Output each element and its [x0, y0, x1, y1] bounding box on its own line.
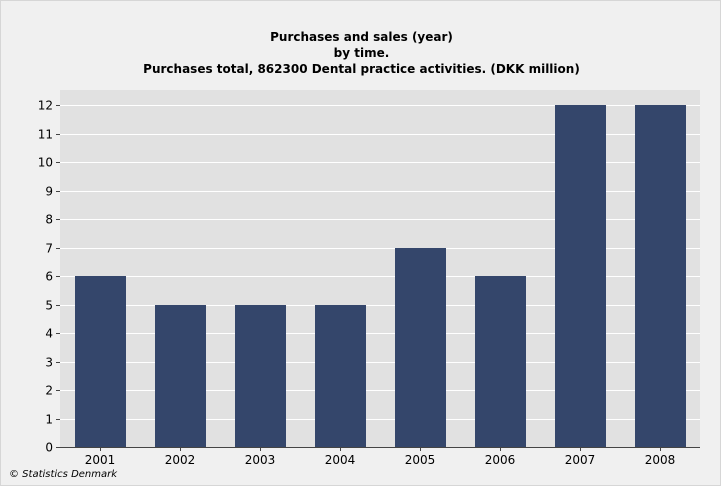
x-axis-ticks: 2001 2002 2003 2004 2005 2006 2007 2008 — [85, 447, 676, 467]
x-tick-label-2007: 2007 — [565, 453, 596, 467]
bar-2005 — [395, 248, 446, 448]
bar-2001 — [75, 276, 126, 447]
chart-title-line-1: Purchases and sales (year) — [270, 30, 453, 44]
x-tick-label-2001: 2001 — [85, 453, 116, 467]
x-tick-label-2006: 2006 — [485, 453, 516, 467]
x-tick-label-2008: 2008 — [645, 453, 676, 467]
y-tick-label: 8 — [45, 213, 53, 227]
bar-2003 — [235, 305, 286, 448]
y-tick-label: 11 — [38, 128, 53, 142]
bars — [75, 105, 686, 448]
y-tick-label: 2 — [45, 384, 53, 398]
y-tick-label: 10 — [38, 156, 53, 170]
y-tick-label: 5 — [45, 299, 53, 313]
x-tick-label-2002: 2002 — [165, 453, 196, 467]
chart-title-line-2: by time. — [333, 46, 390, 60]
bar-2006 — [475, 276, 526, 447]
y-tick-label: 12 — [38, 99, 53, 113]
y-tick-label: 6 — [45, 270, 53, 284]
bar-2004 — [315, 305, 366, 448]
source-credit: © Statistics Denmark — [9, 469, 118, 480]
bar-2002 — [155, 305, 206, 448]
x-tick-label-2004: 2004 — [325, 453, 356, 467]
x-tick-label-2005: 2005 — [405, 453, 436, 467]
y-tick-label: 7 — [45, 242, 53, 256]
bar-2007 — [555, 105, 606, 447]
y-tick-label: 4 — [45, 327, 53, 341]
bar-2008 — [635, 105, 686, 447]
x-tick-label-2003: 2003 — [245, 453, 276, 467]
y-tick-label: 1 — [45, 413, 53, 427]
y-tick-label: 9 — [45, 185, 53, 199]
y-tick-label: 3 — [45, 356, 53, 370]
y-tick-label: 0 — [45, 441, 53, 455]
chart-title-line-3: Purchases total, 862300 Dental practice … — [143, 62, 580, 76]
